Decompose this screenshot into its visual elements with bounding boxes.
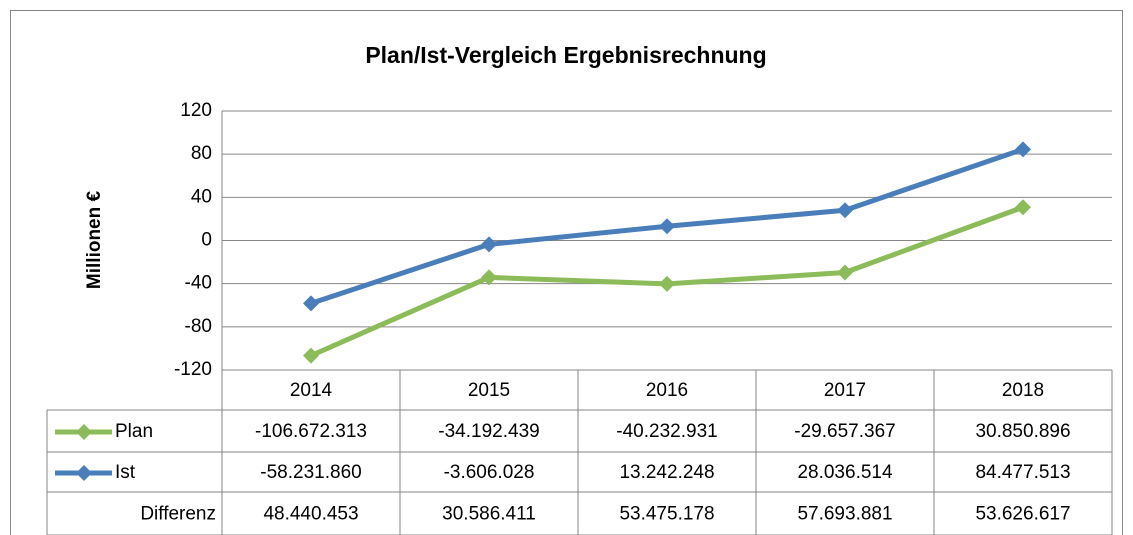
table-value: -40.232.931 (616, 421, 717, 442)
table-value: 84.477.513 (975, 462, 1070, 483)
table-value: 13.242.248 (619, 462, 714, 483)
chart-border (10, 10, 1123, 535)
point-marker (837, 202, 853, 219)
point-marker (837, 264, 853, 281)
legend-label: Ist (115, 462, 136, 483)
table-value: 48.440.453 (263, 504, 358, 525)
point-marker (303, 347, 319, 364)
y-tick-label: -40 (185, 273, 212, 294)
table-value: -58.231.860 (260, 462, 361, 483)
point-marker (1015, 141, 1031, 158)
table-value: 30.586.411 (442, 504, 536, 525)
point-marker (303, 295, 319, 312)
legend-marker (76, 465, 92, 481)
table-value: -34.192.439 (438, 421, 539, 442)
legend-label: Plan (115, 421, 153, 442)
y-tick-label: -80 (185, 316, 212, 337)
point-marker (481, 236, 497, 253)
chart-title: Plan/Ist-Vergleich Ergebnisrechnung (365, 42, 766, 68)
table-value: 57.693.881 (797, 504, 892, 525)
table-value: -106.672.313 (255, 421, 367, 442)
x-tick-label: 2017 (824, 380, 866, 401)
table-value: -29.657.367 (794, 421, 895, 442)
y-tick-label: 80 (191, 143, 212, 164)
legend-marker (76, 424, 92, 440)
x-tick-label: 2015 (468, 380, 510, 401)
point-marker (1015, 199, 1031, 216)
x-tick-label: 2018 (1002, 380, 1044, 401)
y-tick-label: -120 (174, 359, 212, 380)
table-value: 28.036.514 (797, 462, 893, 483)
y-axis-label: Millionen € (84, 190, 105, 289)
y-tick-label: 40 (191, 186, 212, 207)
row-label: Differenz (140, 504, 216, 525)
y-tick-label: 120 (180, 100, 212, 121)
table-value: 53.626.617 (975, 504, 1070, 525)
table-value: 30.850.896 (975, 421, 1070, 442)
point-marker (659, 275, 675, 292)
point-marker (659, 218, 675, 235)
point-marker (481, 269, 497, 286)
y-tick-label: 0 (201, 230, 212, 251)
table-value: 53.475.178 (619, 504, 714, 525)
table-value: -3.606.028 (444, 462, 535, 483)
x-tick-label: 2014 (290, 380, 333, 401)
x-tick-label: 2016 (646, 380, 688, 401)
